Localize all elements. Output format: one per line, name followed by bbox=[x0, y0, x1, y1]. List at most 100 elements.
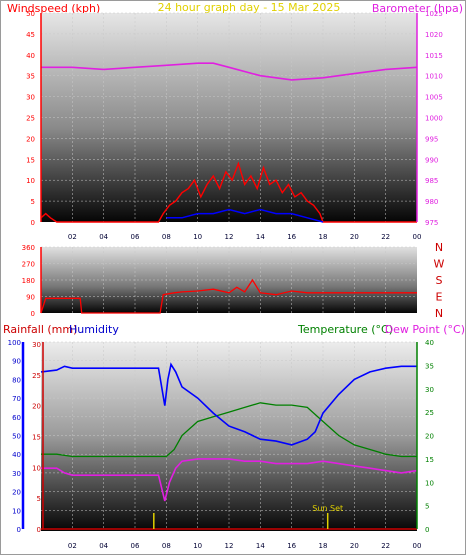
temperature-tick-label: 30 bbox=[425, 386, 434, 394]
temperature-panel-x-tick-label: 18 bbox=[319, 542, 328, 550]
temperature-panel-x-tick-label: 04 bbox=[99, 542, 108, 550]
temperature-tick-label: 20 bbox=[425, 433, 434, 441]
barometer-series-line bbox=[41, 62, 418, 81]
barometer-tick-label: 1010 bbox=[425, 73, 443, 81]
temperature-tick-label: 10 bbox=[425, 479, 434, 487]
compass-label: W bbox=[434, 258, 445, 271]
wind-panel-x-tick-label: 06 bbox=[131, 233, 140, 241]
wind-panel-x-tick-label: 00 bbox=[413, 233, 422, 241]
humidity-tick-label: 70 bbox=[12, 395, 21, 403]
compass-label: S bbox=[436, 274, 443, 287]
wind-panel-x-tick-label: 18 bbox=[319, 233, 328, 241]
compass-label: N bbox=[435, 307, 443, 320]
humidity-tick-label: 100 bbox=[8, 339, 21, 347]
windspeed-tick-label: 30 bbox=[26, 94, 35, 102]
dew-point-series-line bbox=[41, 458, 418, 502]
temperature-tick-label: 40 bbox=[425, 339, 434, 347]
wind-panel-grid bbox=[41, 12, 417, 222]
sun-markers: Sun Set bbox=[153, 504, 343, 529]
rainfall-tick-label: 0 bbox=[37, 526, 41, 534]
windspeed-tick-label: 50 bbox=[26, 10, 35, 18]
graph-date-title: 24 hour graph day - 15 Mar 2025 bbox=[158, 1, 341, 14]
temperature-tick-label: 0 bbox=[425, 526, 429, 534]
temperature-axis-title: Temperature (°C) bbox=[297, 323, 393, 336]
humidity-series-line bbox=[40, 362, 417, 446]
wind-panel-tick-labels: 0510152025303540455097598098599099510001… bbox=[26, 10, 443, 241]
compass-label: E bbox=[436, 291, 443, 304]
barometer-tick-label: 975 bbox=[425, 219, 438, 227]
wind-panel-x-tick-label: 04 bbox=[99, 233, 108, 241]
temperature-panel-x-tick-label: 14 bbox=[256, 542, 265, 550]
temperature-panel-x-tick-label: 02 bbox=[68, 542, 77, 550]
barometer-tick-label: 1000 bbox=[425, 115, 443, 123]
windspeed-tick-label: 35 bbox=[26, 73, 35, 81]
windspeed-tick-label: 20 bbox=[26, 135, 35, 143]
rainfall-tick-label: 25 bbox=[32, 372, 41, 380]
temperature-tick-label: 5 bbox=[425, 503, 429, 511]
rainfall-axis-title: Rainfall (mm) bbox=[3, 323, 77, 336]
direction-tick-label: 360 bbox=[22, 244, 35, 252]
humidity-tick-label: 0 bbox=[17, 526, 21, 534]
direction-tick-label: 0 bbox=[31, 310, 35, 318]
barometer-tick-label: 990 bbox=[425, 156, 438, 164]
temperature-tick-label: 25 bbox=[425, 409, 434, 417]
temperature-panel-tick-labels: 0102030405060708090100051015202530051015… bbox=[8, 339, 434, 550]
direction-tick-label: 90 bbox=[26, 294, 35, 302]
temperature-panel-x-tick-label: 00 bbox=[413, 542, 422, 550]
windspeed-tick-label: 40 bbox=[26, 52, 35, 60]
windspeed-tick-label: 25 bbox=[26, 115, 35, 123]
rainfall-tick-label: 10 bbox=[32, 464, 41, 472]
humidity-tick-label: 80 bbox=[12, 376, 21, 384]
windspeed-tick-label: 10 bbox=[26, 177, 35, 185]
temperature-panel-grid bbox=[41, 341, 417, 529]
barometer-tick-label: 1005 bbox=[425, 94, 443, 102]
rainfall-tick-label: 15 bbox=[32, 434, 41, 442]
humidity-tick-label: 10 bbox=[12, 507, 21, 515]
temperature-panel-x-tick-label: 10 bbox=[193, 542, 202, 550]
direction-tick-label: 270 bbox=[22, 261, 35, 269]
barometer-tick-label: 1025 bbox=[425, 10, 443, 18]
windspeed-tick-label: 0 bbox=[31, 219, 35, 227]
dew-point-axis-title: Dew Point (°C) bbox=[385, 323, 465, 336]
wind-panel-x-tick-label: 14 bbox=[256, 233, 265, 241]
compass-label: N bbox=[435, 241, 443, 254]
temperature-series-line bbox=[41, 402, 417, 458]
temperature-panel-x-tick-label: 22 bbox=[381, 542, 390, 550]
temperature-panel-x-tick-label: 16 bbox=[287, 542, 296, 550]
wind-gust-series-line bbox=[166, 208, 324, 223]
humidity-tick-label: 50 bbox=[12, 433, 21, 441]
wind-panel-x-tick-label: 12 bbox=[225, 233, 234, 241]
wind-direction-series-line bbox=[40, 278, 417, 314]
temperature-panel-x-tick-label: 06 bbox=[131, 542, 140, 550]
rainfall-tick-label: 5 bbox=[37, 495, 41, 503]
windspeed-tick-label: 5 bbox=[31, 198, 35, 206]
humidity-axis-title: Humidity bbox=[69, 323, 119, 336]
barometer-tick-label: 1020 bbox=[425, 31, 443, 39]
windspeed-series-line bbox=[40, 161, 417, 223]
direction-tick-label: 180 bbox=[22, 277, 35, 285]
rainfall-tick-label: 30 bbox=[32, 341, 41, 349]
humidity-tick-label: 40 bbox=[12, 451, 21, 459]
barometer-tick-label: 1015 bbox=[425, 52, 443, 60]
wind-panel-x-tick-label: 08 bbox=[162, 233, 171, 241]
windspeed-tick-label: 45 bbox=[26, 31, 35, 39]
direction-panel-grid bbox=[41, 246, 417, 313]
humidity-tick-label: 20 bbox=[12, 489, 21, 497]
temperature-panel-x-tick-label: 12 bbox=[225, 542, 234, 550]
barometer-axis-title: Barometer (hpa) bbox=[372, 2, 463, 15]
wind-panel-x-tick-label: 16 bbox=[287, 233, 296, 241]
wind-panel-x-tick-label: 20 bbox=[350, 233, 359, 241]
windspeed-axis-title: Windspeed (kph) bbox=[7, 2, 100, 15]
barometer-tick-label: 980 bbox=[425, 198, 438, 206]
windspeed-tick-label: 15 bbox=[26, 156, 35, 164]
humidity-tick-label: 60 bbox=[12, 414, 21, 422]
wind-panel-x-tick-label: 10 bbox=[193, 233, 202, 241]
temperature-panel-x-tick-label: 20 bbox=[350, 542, 359, 550]
rainfall-tick-label: 20 bbox=[32, 403, 41, 411]
wind-panel-x-tick-label: 02 bbox=[68, 233, 77, 241]
humidity-tick-label: 90 bbox=[12, 358, 21, 366]
barometer-tick-label: 995 bbox=[425, 135, 438, 143]
